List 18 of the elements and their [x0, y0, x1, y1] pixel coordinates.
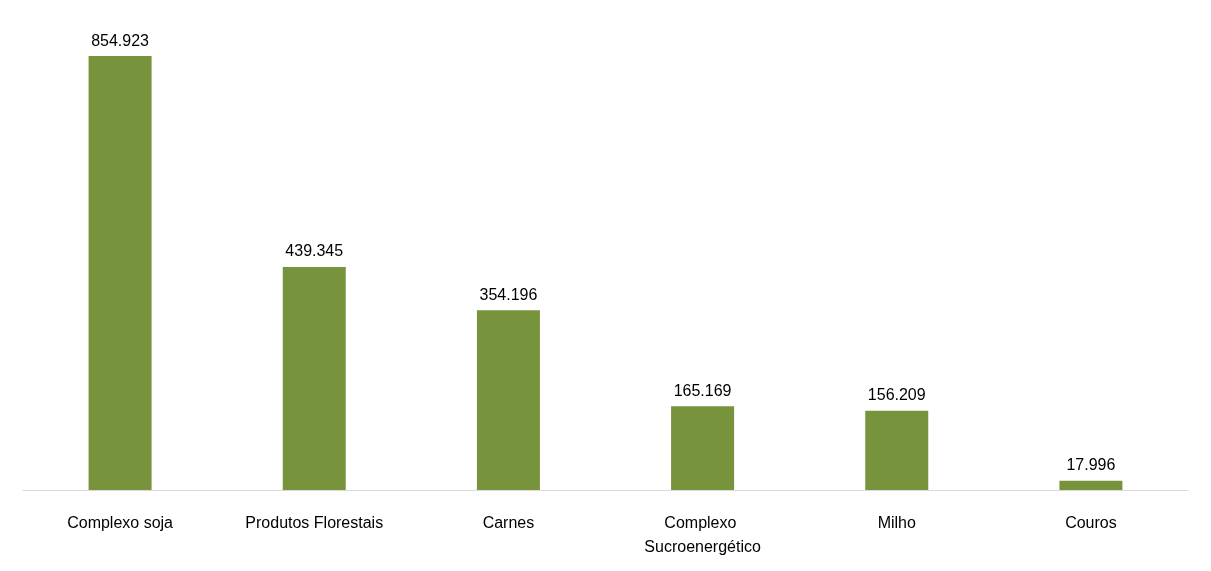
bar: [865, 410, 929, 490]
data-label: 17.996: [1066, 456, 1116, 474]
data-label: 439.345: [285, 242, 344, 260]
x-tick-label: Carnes: [482, 513, 535, 531]
bar: [671, 406, 735, 490]
bar: [1059, 480, 1123, 490]
x-tick-label: Couros: [1065, 513, 1117, 531]
data-label: 156.209: [867, 386, 926, 404]
x-tick-label: Produtos Florestais: [245, 513, 384, 531]
data-label: 854.923: [91, 31, 150, 49]
x-tick-label: Complexo soja: [67, 513, 174, 531]
bar: [476, 310, 540, 490]
bar: [282, 266, 346, 490]
data-label: 354.196: [479, 285, 538, 303]
x-tick-label: Milho: [877, 513, 916, 531]
bar: [88, 56, 152, 490]
data-label: 165.169: [673, 381, 732, 399]
x-tick-label: Complexo Sucroenergético: [644, 513, 761, 555]
